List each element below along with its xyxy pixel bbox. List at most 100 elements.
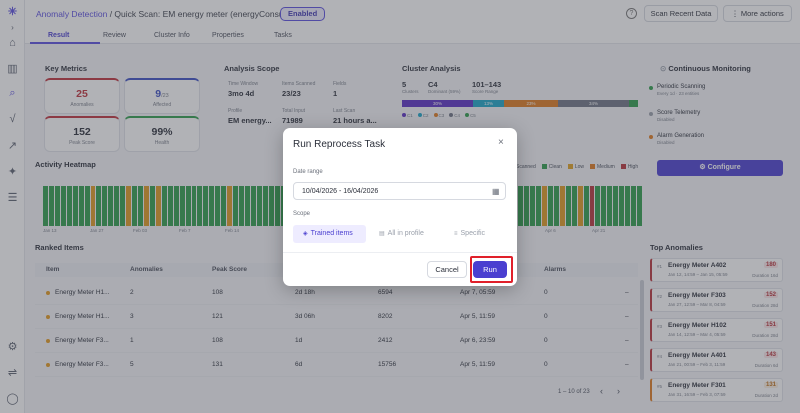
anomaly-card[interactable]: #5 Energy Meter F301 Jan 31, 16:59 – Feb 3… — [650, 378, 783, 402]
anomaly-card[interactable]: #3 Energy Meter H102 Jan 14, 12:59 – Mar 4… — [650, 318, 783, 342]
heatmap-axis-label: Apr 6 — [545, 228, 556, 233]
status-dot — [46, 339, 50, 343]
tab-review[interactable]: Review — [103, 32, 126, 39]
status-dot — [46, 363, 50, 367]
scope-time-window: Time Window 3mo 4d — [228, 81, 280, 105]
next-page-icon[interactable]: › — [617, 386, 620, 396]
date-range-field[interactable]: 10/04/2026 - 16/04/2026 ▦ — [293, 182, 506, 200]
cluster-stat-label: Dominant (59%) — [428, 89, 461, 94]
search-icon[interactable]: ⌕ — [9, 87, 16, 99]
table-scrollbar[interactable] — [640, 280, 644, 380]
calendar-icon[interactable]: ▦ — [492, 187, 500, 196]
heatmap-cell — [132, 186, 138, 226]
table-cell: 0 — [544, 289, 548, 296]
heatmap-cell — [239, 186, 244, 226]
heatmap-legend-item: High — [620, 164, 639, 170]
heatmap-cell — [559, 186, 565, 226]
col-alarms[interactable]: Alarms — [544, 266, 567, 273]
scope-trained-items[interactable]: ◈ Trained items — [293, 225, 366, 243]
top-anomalies-title: Top Anomalies — [650, 243, 703, 252]
scan-recent-data-button[interactable]: Scan Recent Data — [644, 5, 718, 22]
sparkle-icon[interactable]: ✦ — [7, 166, 18, 178]
home-icon[interactable]: ⌂ — [9, 36, 16, 49]
legend-label: C4 — [454, 113, 461, 118]
heatmap-axis-label: Jan 27 — [90, 228, 104, 233]
date-range-label: Date range — [293, 169, 323, 175]
gear-icon: ⚙ — [699, 164, 706, 171]
sliders-icon[interactable]: ⇌ — [7, 367, 18, 379]
cancel-button[interactable]: Cancel — [427, 261, 467, 278]
legend-label: Low — [574, 164, 585, 170]
metric-label: Anomalies — [70, 102, 94, 108]
bar-chart-icon[interactable]: ▥ — [7, 63, 18, 75]
scope-key: Last Scan — [333, 108, 356, 114]
cluster-segment: 30% — [402, 100, 473, 107]
legend-label: Clean — [548, 164, 562, 170]
monitor-score-telemetry: Score Telemetry Disabled — [649, 110, 700, 122]
breadcrumb-current: / Quick Scan: EM energy meter (energyCon… — [107, 9, 312, 19]
tab-properties[interactable]: Properties — [212, 32, 244, 39]
monitoring-title-text: Continuous Monitoring — [668, 64, 751, 73]
heatmap-cell — [185, 186, 191, 226]
anomaly-card[interactable]: #4 Energy Meter A401 Jan 21, 00:59 – Feb 3… — [650, 348, 783, 372]
heatmap-cell — [72, 186, 78, 226]
scope-value: 23/23 — [282, 89, 301, 98]
col-item[interactable]: Item — [46, 266, 60, 273]
legend-label: High — [627, 164, 639, 170]
user-icon[interactable]: ◯ — [6, 393, 19, 405]
tab-tasks[interactable]: Tasks — [274, 32, 292, 39]
scope-specific[interactable]: ≡ Specific — [448, 225, 506, 243]
run-button[interactable]: Run — [473, 261, 507, 278]
settings-icon[interactable]: ⚙ — [7, 341, 18, 353]
anomaly-name: Energy Meter F303 — [668, 292, 726, 299]
col-anomalies[interactable]: Anomalies — [130, 266, 163, 273]
heatmap-cell — [66, 186, 72, 226]
heatmap-cell — [607, 186, 613, 226]
cluster-stat-dominant: C4 Dominant (59%) — [428, 80, 461, 94]
table-row[interactable] — [35, 281, 638, 305]
table-cell: – — [625, 289, 629, 296]
anomaly-card[interactable]: #2 Energy Meter F303 Jan 27, 12:59 – Mar 8… — [650, 288, 783, 312]
table-row[interactable] — [35, 329, 638, 353]
legend-label: C3 — [438, 113, 445, 118]
breadcrumb-link[interactable]: Anomaly Detection — [36, 9, 108, 19]
trend-icon[interactable]: ↗ — [7, 140, 18, 152]
metric-affected: 9/23 Affected — [124, 78, 200, 114]
more-actions-label: More actions — [740, 9, 784, 18]
legend-dot — [465, 113, 470, 117]
heatmap-cell — [625, 186, 631, 226]
anomaly-range: Jan 12, 14:59 – Jan 15, 05:59 — [668, 272, 728, 277]
heatmap-cell — [250, 186, 256, 226]
table-cell: 121 — [212, 313, 223, 320]
tab-result[interactable]: Result — [48, 32, 70, 39]
heatmap-cell — [601, 186, 607, 226]
table-cell: – — [625, 313, 629, 320]
close-icon[interactable]: × — [498, 137, 504, 148]
metric-anomalies: 25 Anomalies — [44, 78, 120, 114]
menu-icon[interactable]: ☰ — [7, 192, 18, 204]
cluster-legend-item: C5 — [465, 113, 476, 118]
cluster-stat-label: Clusters — [402, 89, 419, 94]
help-icon[interactable]: ? — [626, 8, 637, 19]
col-peak-score[interactable]: Peak Score — [212, 266, 248, 273]
anomaly-card[interactable]: #1 Energy Meter A402 Jan 12, 14:59 – Jan 1… — [650, 258, 783, 282]
heatmap-cell — [54, 186, 60, 226]
legend-swatch — [590, 164, 596, 170]
table-row[interactable] — [35, 353, 638, 377]
heatmap-cell — [256, 186, 262, 226]
expand-chevron-icon[interactable]: › — [11, 23, 14, 32]
scope-all-in-profile[interactable]: ▤ All in profile — [371, 225, 441, 243]
dialog-divider — [283, 252, 517, 253]
more-actions-button[interactable]: ⋮ More actions — [723, 5, 792, 22]
scope-key: Fields — [333, 81, 347, 87]
tab-cluster-info[interactable]: Cluster Info — [154, 32, 190, 39]
table-cell: 0 — [544, 337, 548, 344]
cluster-stat-value: C4 — [428, 80, 438, 89]
function-icon[interactable]: √ — [9, 112, 16, 125]
prev-page-icon[interactable]: ‹ — [600, 386, 603, 396]
scope-last-scan: Last Scan 21 hours a... — [333, 108, 385, 132]
heatmap-cell — [547, 186, 553, 226]
heatmap-cell — [536, 186, 541, 226]
table-row[interactable] — [35, 305, 638, 329]
configure-button[interactable]: ⚙ Configure — [657, 160, 783, 176]
